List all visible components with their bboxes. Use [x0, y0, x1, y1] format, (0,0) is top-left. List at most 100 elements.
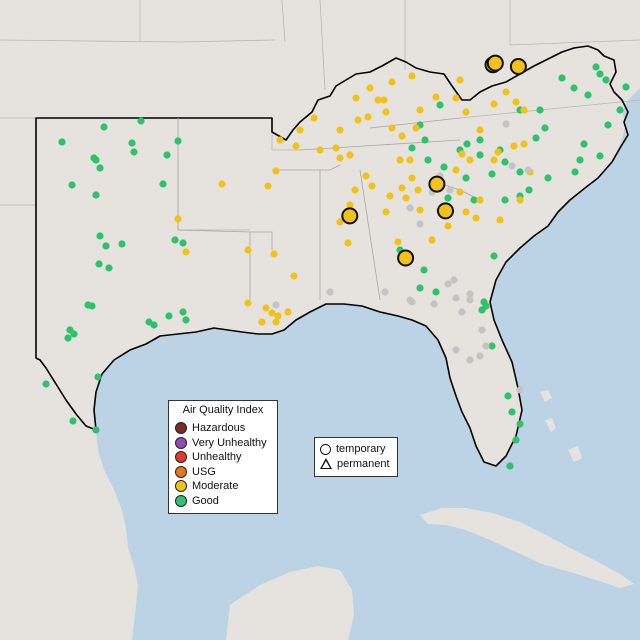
legend-label: Moderate	[192, 480, 239, 493]
site-dot-moderate	[388, 78, 396, 86]
site-dot-no-data	[458, 308, 466, 316]
site-dot-moderate	[406, 156, 414, 164]
site-dot-good	[159, 180, 167, 188]
site-dot-moderate	[472, 214, 480, 222]
site-dot-good	[490, 252, 498, 260]
site-dot-good	[95, 260, 103, 268]
site-dot-good	[584, 91, 592, 99]
temporary-site-marker	[341, 207, 359, 225]
site-dot-good	[128, 139, 136, 147]
site-dot-moderate	[516, 196, 524, 204]
site-dot-no-data	[406, 296, 414, 304]
site-dot-good	[421, 136, 429, 144]
site-dot-good	[558, 74, 566, 82]
site-dot-moderate	[494, 148, 502, 156]
temporary-site-marker	[509, 58, 527, 75]
site-dot-no-data	[406, 204, 414, 212]
site-dot-moderate	[496, 216, 504, 224]
site-dot-moderate	[412, 124, 420, 132]
site-dot-good	[436, 101, 444, 109]
site-dot-moderate	[346, 151, 354, 159]
site-dot-no-data	[381, 288, 389, 296]
triangle-icon	[320, 458, 332, 470]
site-dot-no-data	[326, 288, 334, 296]
land-cuba	[420, 508, 634, 588]
site-dot-good	[516, 168, 524, 176]
site-dot-moderate	[268, 309, 276, 317]
site-dot-good	[179, 239, 187, 247]
site-dot-moderate	[368, 182, 376, 190]
legend-item-temporary: temporary	[320, 442, 392, 457]
site-dot-good	[596, 70, 604, 78]
site-dot-good	[420, 266, 428, 274]
site-dot-moderate	[374, 96, 382, 104]
site-dot-moderate	[398, 132, 406, 140]
site-dot-moderate	[332, 144, 340, 152]
site-dot-no-data	[478, 326, 486, 334]
site-dot-good	[506, 462, 514, 470]
site-dot-moderate	[382, 108, 390, 116]
site-dot-good	[179, 308, 187, 316]
hazardous-swatch-icon	[175, 422, 187, 435]
legend-item-permanent: permanent	[320, 457, 392, 472]
site-dot-moderate	[394, 238, 402, 246]
site-dot-good	[576, 156, 584, 164]
site-dot-good	[604, 121, 612, 129]
site-dot-moderate	[310, 114, 318, 122]
site-dot-moderate	[520, 106, 528, 114]
temporary-site-marker	[437, 202, 454, 220]
usg-swatch-icon	[175, 465, 187, 478]
site-dot-moderate	[262, 304, 270, 312]
site-dot-moderate	[388, 124, 396, 132]
site-dot-no-data	[452, 294, 460, 302]
site-dot-moderate	[290, 272, 298, 280]
site-dot-good	[516, 420, 524, 428]
site-dot-good	[90, 154, 98, 162]
site-dot-no-data	[466, 296, 474, 304]
site-dot-good	[94, 373, 102, 381]
site-dot-moderate	[490, 100, 498, 108]
site-dot-moderate	[462, 108, 470, 116]
site-dot-good	[440, 163, 448, 171]
legend-item-good: Good	[175, 494, 271, 509]
legend-label: temporary	[336, 443, 386, 456]
site-dot-no-data	[482, 342, 490, 350]
site-dot-good	[444, 194, 452, 202]
site-dot-good	[68, 181, 76, 189]
site-dot-moderate	[244, 299, 252, 307]
very-unhealthy-swatch-icon	[175, 436, 187, 449]
site-dot-moderate	[344, 239, 352, 247]
site-dot-moderate	[416, 106, 424, 114]
site-dot-good	[408, 144, 416, 152]
site-dot-moderate	[428, 236, 436, 244]
site-dot-good	[96, 232, 104, 240]
aqi-legend: Air Quality Index Hazardous Very Unhealt…	[168, 400, 278, 514]
site-dot-good	[570, 84, 578, 92]
site-dot-moderate	[458, 150, 466, 158]
site-dot-moderate	[502, 88, 510, 96]
temporary-site-marker	[486, 54, 504, 72]
site-dot-good	[501, 196, 509, 204]
site-dot-good	[580, 140, 588, 148]
site-dot-good	[476, 151, 484, 159]
site-dot-good	[96, 164, 104, 172]
site-dot-moderate	[452, 94, 460, 102]
legend-label: USG	[192, 465, 216, 478]
site-dot-moderate	[366, 84, 374, 92]
site-dot-good	[130, 148, 138, 156]
site-dot-good	[70, 330, 78, 338]
site-dot-good	[137, 117, 145, 125]
site-dot-moderate	[462, 208, 470, 216]
site-dot-moderate	[354, 116, 362, 124]
interior-state-borders	[177, 117, 481, 301]
site-dot-moderate	[336, 218, 344, 226]
site-dot-good	[64, 334, 72, 342]
site-dot-no-data	[516, 386, 524, 394]
site-dot-good	[165, 312, 173, 320]
site-dot-good	[508, 408, 516, 416]
site-dot-moderate	[336, 154, 344, 162]
legend-label: Very Unhealthy	[192, 436, 267, 449]
site-dot-moderate	[380, 96, 388, 104]
legend-item-hazardous: Hazardous	[175, 421, 271, 436]
